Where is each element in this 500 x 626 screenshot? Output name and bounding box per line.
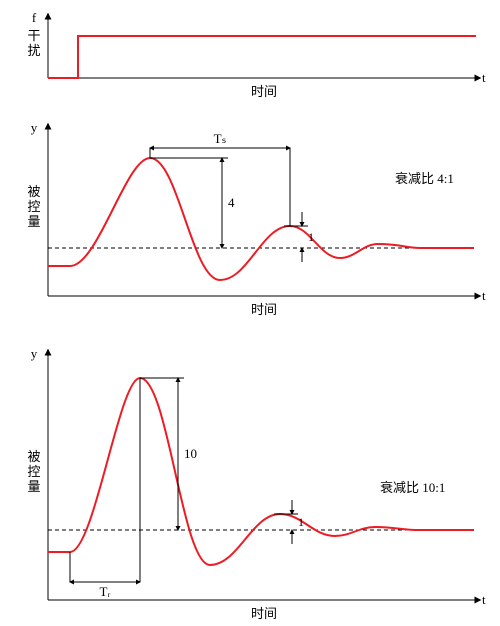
svg-text:y: y [31,346,38,361]
svg-text:量: 量 [27,214,40,229]
svg-text:时间: 时间 [251,302,277,317]
response-curve-10to1 [48,378,474,565]
svg-text:衰减比 10:1: 衰减比 10:1 [380,480,445,495]
diagram-svg: f干扰t时间y被控量t时间Tₛ41衰减比 4:1y被控量t时间101Tᵣ衰减比 … [0,0,500,626]
svg-text:t: t [482,592,486,607]
figure-canvas: f干扰t时间y被控量t时间Tₛ41衰减比 4:1y被控量t时间101Tᵣ衰减比 … [0,0,500,626]
svg-text:t: t [482,70,486,85]
svg-text:Tᵣ: Tᵣ [100,584,111,599]
svg-text:干: 干 [27,28,40,43]
svg-text:4: 4 [228,195,235,210]
svg-text:时间: 时间 [251,84,277,99]
disturbance-step-curve [48,36,476,78]
svg-text:衰减比 4:1: 衰减比 4:1 [395,171,454,186]
svg-text:被: 被 [27,184,40,199]
svg-text:Tₛ: Tₛ [214,131,227,146]
svg-text:f: f [32,10,37,25]
svg-text:量: 量 [27,479,40,494]
svg-text:被: 被 [27,449,40,464]
svg-text:时间: 时间 [251,606,277,621]
svg-text:扰: 扰 [27,43,40,58]
svg-text:控: 控 [27,199,40,214]
svg-text:10: 10 [184,446,197,461]
svg-text:控: 控 [27,464,40,479]
svg-text:t: t [482,288,486,303]
svg-text:y: y [31,120,38,135]
svg-text:1: 1 [298,515,304,529]
svg-text:1: 1 [308,230,314,244]
